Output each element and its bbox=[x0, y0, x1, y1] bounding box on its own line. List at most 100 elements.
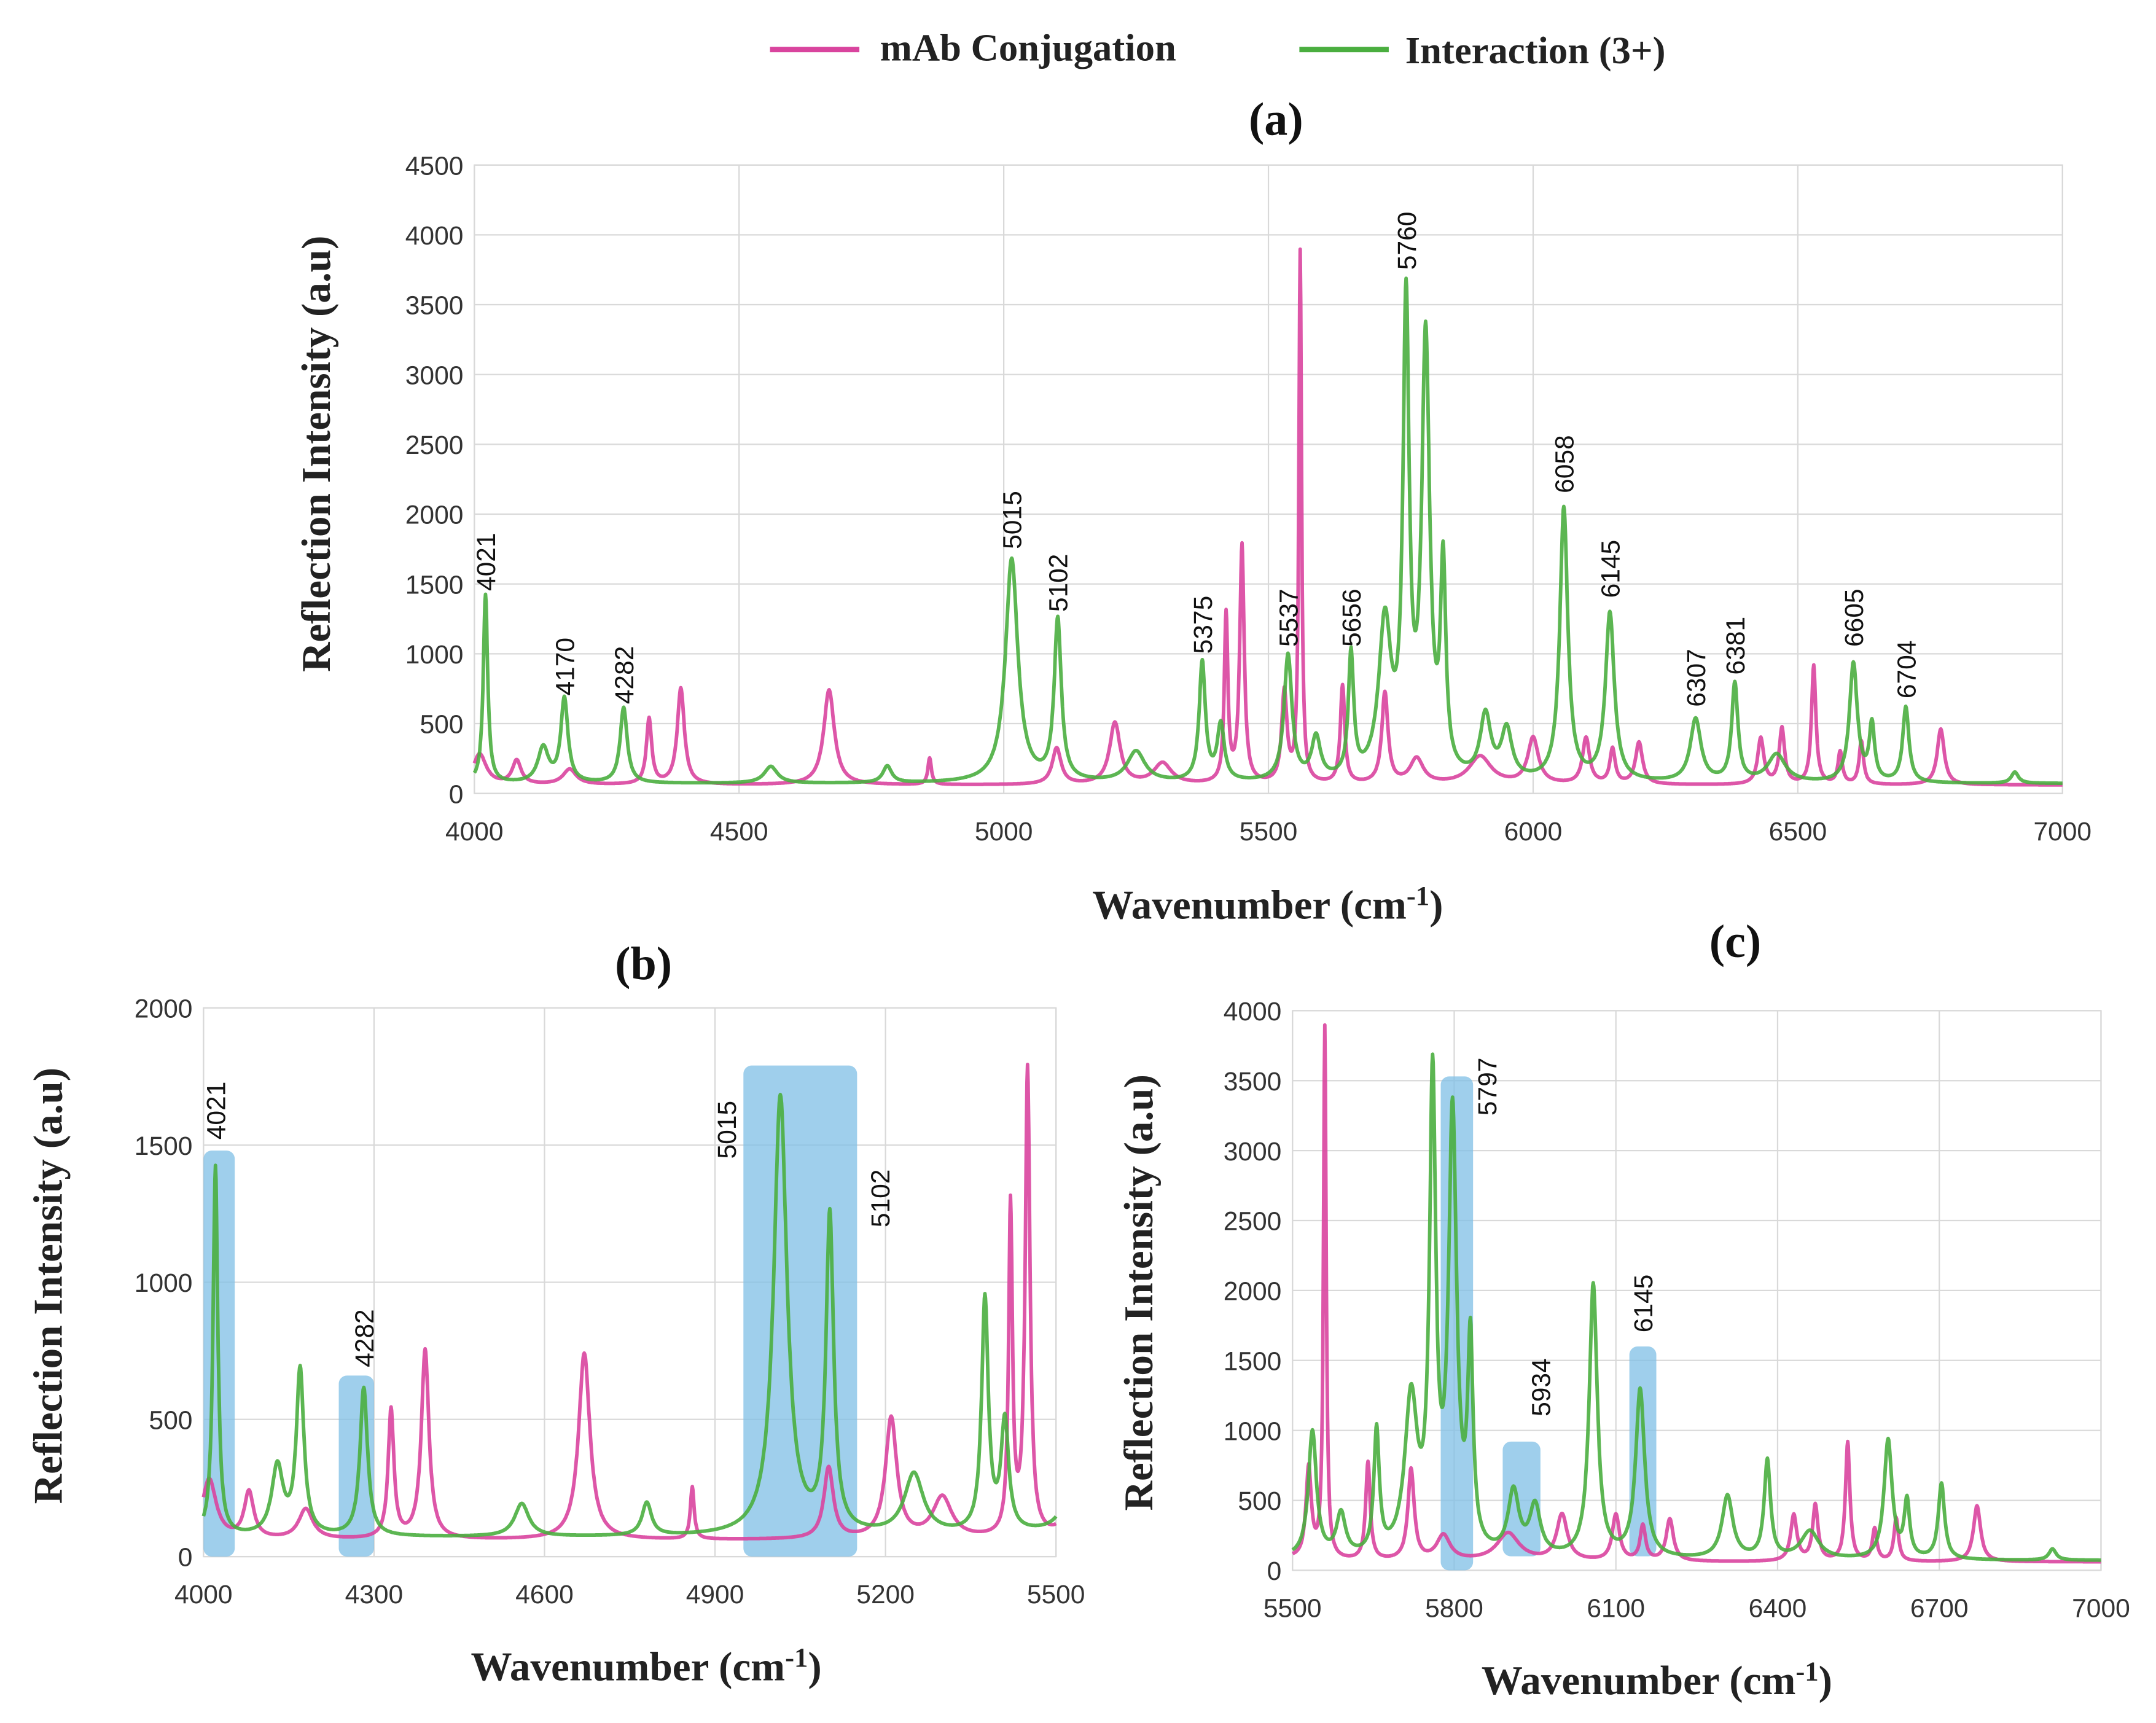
y-tick-label: 1000 bbox=[405, 640, 464, 670]
series-line-interaction bbox=[201, 1093, 1058, 1537]
x-axis-label: Wavenumber (cm-1) bbox=[1482, 1656, 1832, 1703]
y-tick-label: 1000 bbox=[135, 1268, 193, 1298]
y-tick-label: 2500 bbox=[405, 431, 464, 460]
x-axis-label-end: ) bbox=[1819, 1657, 1832, 1703]
x-tick-label: 6400 bbox=[1749, 1594, 1807, 1623]
peak-label: 5760 bbox=[1392, 212, 1422, 270]
peak-label: 5934 bbox=[1527, 1358, 1556, 1416]
plot-area bbox=[1292, 1010, 2102, 1571]
peak-label: 4021 bbox=[472, 533, 501, 591]
y-tick-label: 500 bbox=[420, 710, 463, 740]
x-tick-label: 4600 bbox=[515, 1580, 574, 1609]
y-tick-label: 4000 bbox=[1224, 997, 1282, 1026]
peak-label: 6307 bbox=[1682, 649, 1711, 707]
peak-label: 5656 bbox=[1337, 588, 1367, 647]
x-axis-label-main: Wavenumber (cm bbox=[471, 1644, 785, 1690]
y-axis-label: Reflection Intensity (a.u) bbox=[293, 236, 339, 672]
y-tick-label: 1000 bbox=[1224, 1416, 1282, 1446]
y-tick-label: 1500 bbox=[405, 570, 464, 600]
x-axis-label-main: Wavenumber (cm bbox=[1482, 1657, 1796, 1703]
peak-label: 5102 bbox=[866, 1170, 896, 1228]
peak-label: 6704 bbox=[1892, 641, 1921, 699]
y-tick-label: 4000 bbox=[405, 221, 464, 251]
legend: mAb Conjugation Interaction (3+) bbox=[770, 26, 1666, 72]
y-tick-label: 1500 bbox=[135, 1131, 193, 1161]
x-tick-label: 6700 bbox=[1910, 1594, 1969, 1623]
x-tick-label: 5800 bbox=[1425, 1594, 1483, 1623]
peak-label: 5537 bbox=[1275, 588, 1304, 647]
y-tick-label: 3500 bbox=[405, 291, 464, 321]
peak-label: 6145 bbox=[1629, 1275, 1658, 1333]
x-tick-label: 5000 bbox=[975, 817, 1033, 846]
y-tick-label: 500 bbox=[1238, 1487, 1281, 1516]
peak-label: 6145 bbox=[1596, 540, 1626, 598]
peak-label: 4021 bbox=[201, 1082, 231, 1140]
x-tick-label: 4000 bbox=[445, 817, 504, 846]
x-tick-label: 4500 bbox=[710, 817, 768, 846]
panel-title: (c) bbox=[1709, 916, 1761, 967]
y-tick-label: 4500 bbox=[405, 151, 464, 181]
y-tick-label: 3000 bbox=[1224, 1137, 1282, 1166]
highlight-region bbox=[1502, 1441, 1541, 1557]
x-tick-label: 7000 bbox=[2072, 1594, 2130, 1623]
x-tick-label: 5500 bbox=[1264, 1594, 1322, 1623]
panel-title: (b) bbox=[615, 938, 672, 990]
x-tick-label: 7000 bbox=[2033, 817, 2092, 846]
peak-label: 6058 bbox=[1550, 435, 1580, 493]
x-tick-label: 4000 bbox=[174, 1580, 233, 1609]
y-axis-label: Reflection Intensity (a.u) bbox=[1115, 1074, 1162, 1510]
x-tick-label: 4900 bbox=[686, 1580, 744, 1609]
peak-label: 5102 bbox=[1044, 554, 1074, 612]
series-line-interaction bbox=[1291, 1052, 2103, 1562]
series-line-mab bbox=[1291, 1023, 2103, 1564]
x-tick-label: 4300 bbox=[345, 1580, 404, 1609]
x-axis-label-sup: -1 bbox=[1407, 880, 1429, 911]
y-tick-label: 2000 bbox=[405, 501, 464, 530]
x-axis-label: Wavenumber (cm-1) bbox=[1092, 880, 1443, 928]
y-tick-label: 500 bbox=[149, 1405, 192, 1435]
peak-label: 6381 bbox=[1721, 617, 1751, 675]
y-tick-label: 2000 bbox=[135, 994, 193, 1024]
x-axis-label-sup: -1 bbox=[1795, 1656, 1818, 1687]
panel-title: (a) bbox=[1249, 93, 1303, 145]
x-tick-label: 6000 bbox=[1504, 817, 1563, 846]
y-tick-label: 0 bbox=[178, 1543, 193, 1573]
x-axis-label: Wavenumber (cm-1) bbox=[471, 1642, 821, 1689]
series-line-mab bbox=[201, 1062, 1058, 1541]
peak-label: 4282 bbox=[610, 646, 639, 705]
x-axis-label-end: ) bbox=[808, 1644, 821, 1690]
peak-label: 5015 bbox=[713, 1101, 742, 1159]
legend-label-interaction: Interaction (3+) bbox=[1405, 29, 1666, 72]
y-tick-label: 2500 bbox=[1224, 1207, 1282, 1237]
y-tick-label: 3000 bbox=[405, 361, 464, 390]
x-tick-label: 5500 bbox=[1240, 817, 1298, 846]
series-line-interaction bbox=[472, 276, 2064, 786]
y-tick-label: 0 bbox=[449, 779, 464, 809]
y-axis-label: Reflection Intensity (a.u) bbox=[25, 1068, 71, 1504]
x-tick-label: 5200 bbox=[856, 1580, 915, 1609]
x-tick-label: 6100 bbox=[1587, 1594, 1645, 1623]
peak-label: 5015 bbox=[998, 491, 1028, 549]
peak-label: 4282 bbox=[350, 1309, 380, 1367]
x-tick-label: 6500 bbox=[1769, 817, 1827, 846]
highlight-region bbox=[743, 1065, 857, 1557]
peak-label: 4170 bbox=[550, 638, 580, 696]
peak-label: 6605 bbox=[1840, 588, 1869, 647]
y-tick-label: 0 bbox=[1267, 1557, 1282, 1586]
panel-b: 0 500 1000 1500 2000 4000 4300 4600 4900 5200 5500… bbox=[25, 938, 1085, 1690]
peak-label: 5797 bbox=[1473, 1058, 1502, 1116]
x-axis-label-sup: -1 bbox=[785, 1642, 808, 1673]
x-axis-label-main: Wavenumber (cm bbox=[1092, 881, 1407, 928]
y-tick-label: 3500 bbox=[1224, 1067, 1282, 1096]
y-tick-label: 2000 bbox=[1224, 1277, 1282, 1307]
x-tick-label: 5500 bbox=[1027, 1580, 1085, 1609]
x-axis-label-end: ) bbox=[1429, 881, 1443, 928]
panel-a: 0 500 1000 1500 2000 2500 3000 3500 4000 4500 4000… bbox=[293, 93, 2092, 928]
y-tick-label: 1500 bbox=[1224, 1346, 1282, 1376]
legend-label-mab: mAb Conjugation bbox=[880, 26, 1176, 69]
plot-area bbox=[474, 164, 2063, 794]
peak-label: 5375 bbox=[1189, 596, 1218, 654]
panel-c: 0 500 1000 1500 2000 2500 3000 3500 4000 5500 5800… bbox=[1115, 916, 2130, 1703]
